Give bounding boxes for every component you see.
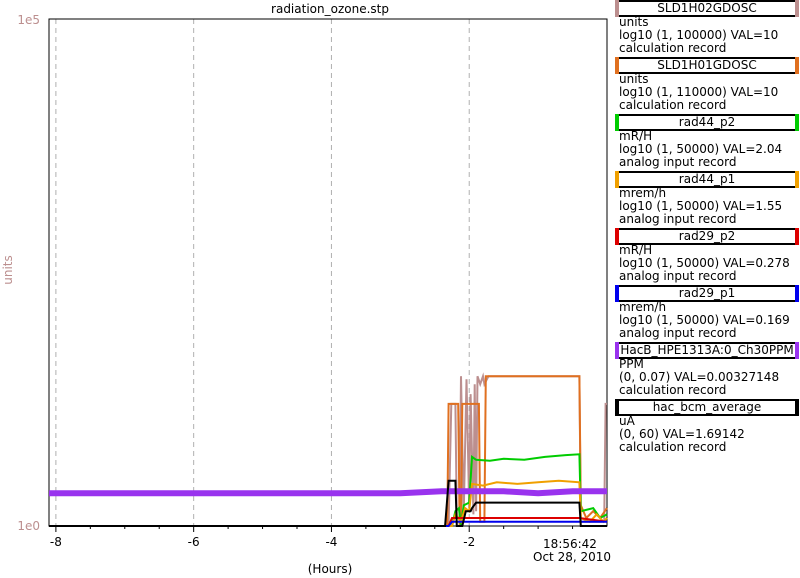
series-layer [49, 372, 608, 527]
legend-units: units [619, 72, 649, 86]
legend-color-swatch [795, 399, 799, 416]
x-tick-label: -2 [463, 535, 475, 549]
legend-range: log10 (1, 110000) VAL=10 [619, 85, 779, 99]
end-date-label: Oct 28, 2010 [533, 550, 611, 564]
x-tick-label: -8 [50, 535, 62, 549]
legend-color-swatch [615, 285, 619, 302]
legend-units: mR/H [619, 129, 653, 143]
grid-lines [55, 19, 470, 526]
y-tick-label-bottom: 1e0 [17, 519, 40, 533]
legend-name-text: rad44_p2 [678, 115, 736, 129]
y-axis-label: units [1, 255, 15, 285]
end-time-label: 18:56:42 [543, 537, 597, 551]
legend-series-name[interactable]: rad44_p2 [615, 114, 799, 131]
legend-record-type: calculation record [619, 440, 727, 454]
legend-units: mR/H [619, 243, 653, 257]
legend-series-name[interactable]: HacB_HPE1313A:0_Ch30PPM [615, 342, 799, 359]
legend-range: log10 (1, 50000) VAL=2.04 [619, 142, 783, 156]
legend-name-text: rad29_p2 [678, 229, 736, 243]
series-line-7 [49, 479, 607, 527]
legend-series-name[interactable]: hac_bcm_average [615, 399, 799, 416]
legend-range: (0, 0.07) VAL=0.00327148 [619, 370, 780, 384]
legend-item[interactable]: hac_bcm_average uA (0, 60) VAL=1.69142 calc… [613, 399, 800, 456]
legend-units: mrem/h [619, 186, 667, 200]
chart-title: radiation_ozone.stp [271, 2, 389, 16]
x-tick-label: -6 [188, 535, 200, 549]
legend-record-type: analog input record [619, 326, 737, 340]
x-tick-label: -4 [325, 535, 337, 549]
legend-color-swatch [615, 228, 619, 245]
legend-item[interactable]: rad29_p1 mrem/h log10 (1, 50000) VAL=0.169… [613, 285, 800, 342]
legend-item[interactable]: SLD1H02GDOSC units log10 (1, 100000) VAL=1… [613, 0, 800, 57]
legend-series-name[interactable]: rad29_p1 [615, 285, 799, 302]
legend-color-swatch [615, 171, 619, 188]
series-line-5 [49, 520, 607, 527]
legend-item[interactable]: rad44_p1 mrem/h log10 (1, 50000) VAL=1.55 a… [613, 171, 800, 228]
legend-item[interactable]: rad44_p2 mR/H log10 (1, 50000) VAL=2.04 ana… [613, 114, 800, 171]
legend-color-swatch [795, 0, 799, 17]
legend-units: PPM [619, 357, 644, 371]
legend-name-text: rad44_p1 [678, 172, 736, 186]
legend-range: log10 (1, 50000) VAL=1.55 [619, 199, 783, 213]
plot-frame [48, 18, 608, 527]
legend-record-type: analog input record [619, 212, 737, 226]
legend-range: log10 (1, 100000) VAL=10 [619, 28, 779, 42]
legend-color-swatch [795, 57, 799, 74]
legend-range: (0, 60) VAL=1.69142 [619, 427, 745, 441]
x-axis-ticks: -8 -6 -4 -2 [50, 526, 574, 549]
legend-range: log10 (1, 50000) VAL=0.169 [619, 313, 790, 327]
legend-color-swatch [795, 114, 799, 131]
legend-name-text: SLD1H02GDOSC [657, 1, 757, 15]
legend-item[interactable]: rad29_p2 mR/H log10 (1, 50000) VAL=0.278 an… [613, 228, 800, 285]
legend-record-type: analog input record [619, 269, 737, 283]
legend-series-name[interactable]: SLD1H01GDOSC [615, 57, 799, 74]
legend-range: log10 (1, 50000) VAL=0.278 [619, 256, 790, 270]
legend-series-name[interactable]: rad44_p1 [615, 171, 799, 188]
legend-series-name[interactable]: SLD1H02GDOSC [615, 0, 799, 17]
legend-name-text: SLD1H01GDOSC [657, 58, 757, 72]
x-axis-label: (Hours) [308, 562, 353, 576]
legend-color-swatch [615, 399, 619, 416]
legend-color-swatch [615, 57, 619, 74]
legend-color-swatch [615, 342, 619, 359]
legend-series-name[interactable]: rad29_p2 [615, 228, 799, 245]
legend-record-type: calculation record [619, 41, 727, 55]
legend-item[interactable]: SLD1H01GDOSC units log10 (1, 110000) VAL=1… [613, 57, 800, 114]
legend: SLD1H02GDOSC units log10 (1, 100000) VAL=1… [613, 0, 800, 456]
legend-units: mrem/h [619, 300, 667, 314]
legend-color-swatch [795, 171, 799, 188]
y-tick-label-top: 1e5 [17, 13, 40, 27]
legend-color-swatch [615, 0, 619, 17]
legend-record-type: calculation record [619, 98, 727, 112]
legend-name-text: HacB_HPE1313A:0_Ch30PPM [620, 343, 794, 357]
legend-color-swatch [615, 114, 619, 131]
legend-color-swatch [795, 285, 799, 302]
series-line-4 [49, 517, 608, 527]
series-line-6 [49, 488, 607, 497]
legend-record-type: calculation record [619, 383, 727, 397]
legend-color-swatch [795, 342, 799, 359]
chart: radiation_ozone.stp 1e5 1e0 units -8 -6 -4… [1, 2, 611, 576]
legend-record-type: analog input record [619, 155, 737, 169]
legend-units: uA [619, 414, 635, 428]
legend-units: units [619, 15, 649, 29]
legend-color-swatch [795, 228, 799, 245]
legend-name-text: hac_bcm_average [652, 400, 762, 414]
legend-item[interactable]: HacB_HPE1313A:0_Ch30PPM PPM (0, 0.07) VAL=… [613, 342, 800, 399]
legend-name-text: rad29_p1 [678, 286, 736, 300]
